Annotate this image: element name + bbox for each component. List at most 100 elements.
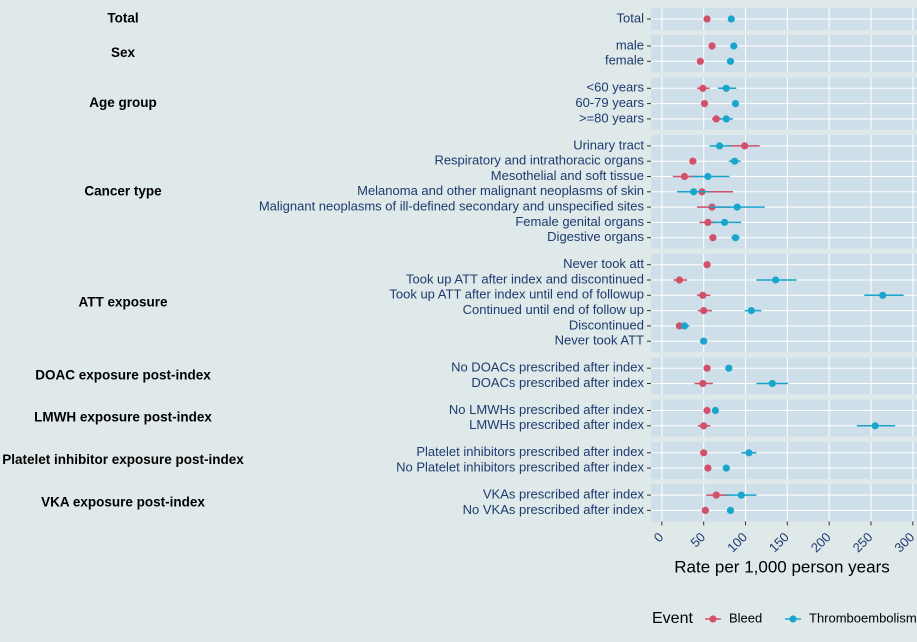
point (711, 406, 720, 415)
point (772, 276, 780, 284)
point (730, 42, 738, 50)
legend-key-point (789, 615, 797, 623)
strip-label: LMWH exposure post-index (34, 410, 212, 425)
point (696, 57, 704, 65)
y-tick-label: Female genital organs (515, 214, 644, 229)
y-tick-label: Digestive organs (547, 229, 644, 244)
point (703, 261, 711, 269)
point (731, 157, 739, 165)
point (731, 100, 740, 108)
point (700, 100, 709, 108)
y-tick-label: Discontinued (569, 317, 644, 332)
point (722, 464, 730, 472)
strip-label: ATT exposure (78, 295, 168, 310)
y-tick-label: female (605, 53, 644, 68)
panel (651, 399, 917, 437)
y-tick-label: >=80 years (579, 110, 645, 125)
y-tick-label: DOACs prescribed after index (471, 375, 644, 390)
strip-label: Sex (111, 45, 136, 60)
y-tick-label: No VKAs prescribed after index (463, 502, 645, 517)
point (721, 218, 729, 226)
panel (651, 253, 917, 353)
point (680, 322, 689, 330)
y-tick-label: Platelet inhibitors prescribed after ind… (416, 444, 644, 459)
point (715, 142, 724, 150)
point (741, 142, 749, 150)
point (689, 157, 697, 165)
point (712, 115, 720, 123)
panel (651, 441, 917, 480)
point (699, 379, 707, 388)
point (675, 322, 684, 330)
point (731, 234, 740, 242)
legend-label: Thromboembolism (809, 610, 917, 625)
point (704, 172, 712, 181)
point (722, 115, 730, 123)
point (700, 422, 708, 430)
point (700, 337, 708, 345)
point (703, 406, 711, 415)
point (699, 291, 707, 299)
y-tick-label: Urinary tract (573, 137, 644, 152)
x-tick-label: 0 (651, 529, 667, 545)
y-tick-label: Took up ATT after index and discontinued (406, 271, 644, 286)
point (725, 364, 733, 372)
y-tick-label: VKAs prescribed after index (483, 487, 645, 502)
point (675, 276, 684, 284)
y-tick-label: Malignant neoplasms of ill-defined secon… (259, 199, 645, 214)
point (726, 57, 735, 65)
x-tick-label: 250 (850, 529, 876, 555)
strip-label: Total (107, 11, 138, 26)
x-tick-label: 50 (687, 529, 708, 550)
point (727, 15, 735, 23)
legend-key-point (709, 615, 717, 623)
point (700, 449, 708, 457)
y-tick-label: Continued until end of follow up (463, 302, 644, 317)
strip-label: VKA exposure post-index (41, 494, 205, 509)
point (726, 506, 735, 514)
y-tick-label: No Platelet inhibitors prescribed after … (396, 460, 644, 475)
point (712, 491, 720, 499)
legend-title: Event (652, 610, 693, 627)
point (680, 172, 689, 181)
x-tick-label: 150 (766, 529, 792, 555)
strip-label: Cancer type (84, 183, 162, 198)
point (701, 506, 709, 514)
point (690, 188, 698, 196)
x-tick-label: 200 (808, 529, 834, 555)
y-tick-label: No LMWHs prescribed after index (449, 402, 645, 417)
y-tick-label: Took up ATT after index until end of fol… (389, 287, 644, 302)
y-tick-label: LMWHs prescribed after index (469, 417, 644, 432)
strip-label: Age group (89, 95, 157, 110)
point (699, 84, 707, 92)
y-tick-label: male (616, 37, 644, 52)
y-tick-label: No DOACs prescribed after index (451, 360, 644, 375)
x-tick-label: 300 (891, 529, 917, 555)
panel (651, 35, 917, 73)
point (709, 234, 717, 242)
point (737, 491, 745, 499)
y-tick-label: Respiratory and intrathoracic organs (434, 153, 644, 168)
point (745, 449, 753, 457)
point (704, 218, 712, 226)
y-tick-label: Never took att (563, 256, 644, 271)
point (703, 15, 711, 23)
x-tick-label: 100 (724, 529, 750, 555)
legend-label: Bleed (729, 610, 762, 625)
strip-label: DOAC exposure post-index (35, 367, 211, 382)
y-tick-label: 60-79 years (575, 95, 644, 110)
y-tick-label: Total (617, 10, 645, 25)
point (700, 307, 708, 315)
panel (651, 484, 917, 522)
point (722, 84, 730, 92)
y-tick-label: Mesothelial and soft tissue (491, 168, 644, 183)
strip-label: Platelet inhibitor exposure post-index (2, 452, 244, 467)
point (768, 379, 776, 388)
point (704, 464, 712, 472)
point (733, 203, 741, 211)
point (871, 422, 879, 430)
y-tick-label: Never took ATT (555, 333, 644, 348)
y-tick-label: Melanoma and other malignant neoplasms o… (357, 183, 644, 198)
panel (651, 357, 917, 395)
